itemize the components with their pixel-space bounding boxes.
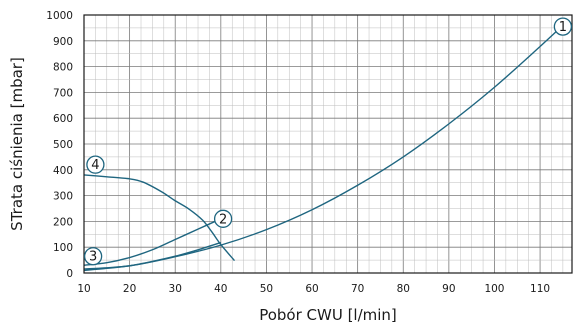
- x-tick-label: 110: [530, 283, 550, 295]
- y-tick-label: 500: [53, 139, 73, 151]
- x-tick-labels: 10 20 30 40 50 60 70 80 90 100 110: [77, 283, 550, 295]
- marker-4: 4: [86, 155, 105, 174]
- marker-circle: [86, 155, 105, 174]
- x-axis-title: Pobór CWU [l/min]: [259, 306, 397, 324]
- series-line-2: [83, 218, 222, 266]
- series-line-4: [83, 174, 236, 262]
- y-axis-title: STrata ciśnienia [mbar]: [8, 57, 26, 231]
- series-line-3: [83, 241, 222, 272]
- y-tick-label: 100: [53, 242, 73, 254]
- series-lines: [83, 24, 564, 272]
- y-tick-label: 600: [53, 113, 73, 125]
- x-tick-label: 90: [442, 283, 455, 295]
- x-tick-label: 70: [351, 283, 364, 295]
- y-tick-label: 400: [53, 165, 73, 177]
- x-tick-label: 30: [169, 283, 182, 295]
- plot-frame: [83, 14, 573, 274]
- curve-markers: 1 2 3 4: [83, 17, 573, 266]
- marker-3: 3: [83, 247, 103, 266]
- y-tick-label: 800: [53, 62, 73, 74]
- y-tick-label: 200: [53, 216, 73, 228]
- x-tick-label: 60: [305, 283, 318, 295]
- x-tick-label: 50: [260, 283, 273, 295]
- marker-2: 2: [213, 209, 233, 228]
- marker-circle: [83, 247, 103, 266]
- y-tick-labels: 0 100 200 300 400 500 600 700 800 900 1000: [46, 10, 73, 280]
- x-tick-label: 100: [484, 283, 504, 295]
- y-tick-label: 1000: [46, 10, 73, 22]
- marker-label: 2: [219, 212, 227, 227]
- x-tick-label: 80: [397, 283, 410, 295]
- y-tick-label: 700: [53, 87, 73, 99]
- x-tick-label: 40: [214, 283, 227, 295]
- marker-label: 4: [91, 158, 99, 173]
- x-tick-label: 10: [77, 283, 90, 295]
- x-tick-label: 20: [123, 283, 136, 295]
- grid: [83, 14, 572, 274]
- marker-label: 1: [559, 20, 567, 35]
- marker-1: 1: [553, 17, 573, 36]
- marker-label: 3: [89, 250, 97, 265]
- y-tick-label: 900: [53, 36, 73, 48]
- marker-circle: [553, 17, 573, 36]
- marker-circle: [213, 209, 233, 228]
- y-tick-label: 0: [66, 268, 73, 280]
- y-tick-label: 300: [53, 191, 73, 203]
